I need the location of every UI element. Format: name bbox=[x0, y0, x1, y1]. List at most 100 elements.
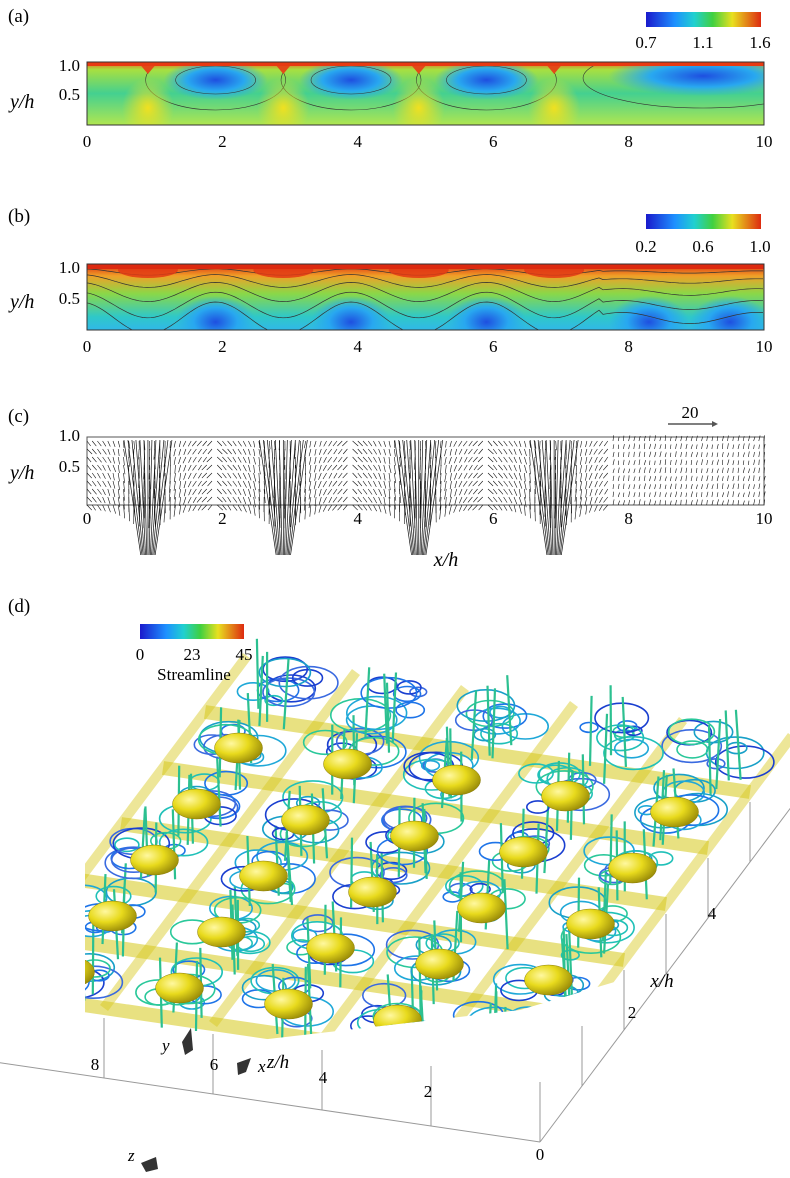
streamline bbox=[706, 757, 726, 770]
isosurface-dome bbox=[239, 860, 288, 892]
jet-vector bbox=[127, 439, 143, 556]
vector-arrow bbox=[503, 464, 508, 471]
panel-d-ztick-0: 0 bbox=[536, 1145, 545, 1164]
vector-arrow bbox=[179, 504, 181, 515]
vector-arrow bbox=[183, 464, 187, 472]
jet-vector bbox=[419, 439, 424, 556]
box-edge bbox=[539, 807, 790, 1143]
panel-d-cbar-tick-0: 0 bbox=[136, 645, 145, 664]
vector-arrow bbox=[664, 435, 666, 442]
panel-d-z-axis-label: z/h bbox=[266, 1052, 289, 1073]
vector-arrow bbox=[232, 448, 237, 455]
vector-arrow bbox=[182, 440, 187, 447]
vector-arrow bbox=[342, 504, 348, 511]
vector-arrow bbox=[685, 435, 688, 442]
vector-arrow bbox=[258, 440, 261, 448]
vector-arrow bbox=[464, 488, 468, 495]
vector-arrow bbox=[289, 472, 291, 489]
vector-arrow bbox=[617, 483, 620, 490]
isosurface-dome bbox=[323, 748, 372, 780]
vector-arrow bbox=[477, 488, 484, 495]
streamline bbox=[724, 710, 730, 781]
vector-arrow bbox=[560, 480, 562, 499]
vector-arrow bbox=[207, 480, 213, 487]
vector-arrow bbox=[153, 480, 155, 499]
vector-arrow bbox=[498, 448, 503, 455]
vector-arrow bbox=[467, 504, 473, 511]
vector-arrow bbox=[649, 460, 651, 466]
vector-arrow bbox=[193, 472, 197, 479]
streamline bbox=[603, 713, 609, 784]
vector-arrow bbox=[711, 436, 714, 442]
vector-arrow bbox=[357, 456, 363, 463]
vector-arrow bbox=[237, 464, 242, 471]
jet-vector bbox=[420, 439, 428, 556]
vector-arrow bbox=[107, 440, 111, 447]
panel-a-cbar-tick-0: 0.7 bbox=[635, 33, 657, 52]
panel-b-xtick-0: 0 bbox=[83, 337, 92, 356]
vector-arrow bbox=[222, 488, 227, 495]
jet-vector bbox=[123, 439, 142, 556]
streamline bbox=[667, 718, 716, 746]
vector-arrow bbox=[628, 444, 630, 450]
vector-arrow bbox=[299, 472, 301, 486]
streamline bbox=[302, 729, 348, 756]
vector-arrow bbox=[753, 444, 755, 450]
vector-arrow bbox=[338, 448, 343, 455]
vector-arrow bbox=[477, 472, 484, 479]
panel-c-ytick-0.5: 0.5 bbox=[59, 457, 80, 476]
vector-arrow bbox=[468, 440, 473, 447]
vector-arrow bbox=[753, 499, 756, 506]
vector-arrow bbox=[453, 504, 457, 513]
vector-arrow bbox=[383, 504, 387, 514]
vector-arrow bbox=[173, 504, 176, 517]
vector-arrow bbox=[589, 504, 593, 513]
vector-arrow bbox=[373, 480, 377, 488]
streamline bbox=[385, 682, 391, 753]
vector-arrow bbox=[680, 443, 682, 450]
vector-arrow bbox=[206, 488, 213, 495]
vector-arrow bbox=[732, 444, 735, 450]
vector-arrow bbox=[454, 448, 457, 455]
triad-y-label: y bbox=[160, 1036, 170, 1055]
vector-arrow bbox=[458, 464, 463, 471]
isosurface-dome bbox=[608, 852, 657, 884]
jet-vector bbox=[274, 439, 282, 556]
isosurface-dome bbox=[373, 1004, 422, 1036]
vector-arrow bbox=[107, 488, 111, 496]
vector-arrow bbox=[458, 504, 463, 512]
isosurface-dome bbox=[306, 932, 355, 964]
vector-arrow bbox=[518, 504, 522, 514]
panel-b: (b) 0.2 0.6 1.0 1.0 0.5 y/h 0 2 4 6 8 10 bbox=[8, 206, 773, 356]
vector-arrow bbox=[173, 480, 176, 491]
vector-arrow bbox=[444, 504, 447, 517]
isosurface-dome bbox=[155, 972, 204, 1004]
vector-arrow bbox=[623, 435, 625, 442]
isosurface-dome bbox=[130, 844, 179, 876]
vector-arrow bbox=[763, 435, 765, 442]
vector-arrow bbox=[216, 456, 223, 463]
vector-arrow bbox=[654, 500, 657, 506]
vector-arrow bbox=[342, 448, 348, 455]
vector-arrow bbox=[675, 476, 677, 482]
vector-arrow bbox=[748, 468, 750, 474]
vector-arrow bbox=[337, 440, 343, 447]
vector-arrow bbox=[722, 435, 724, 442]
vector-arrow bbox=[263, 480, 266, 495]
vector-arrow bbox=[748, 435, 751, 442]
vector-arrow bbox=[696, 476, 698, 482]
streamline bbox=[25, 944, 66, 967]
vector-arrow bbox=[727, 452, 730, 458]
vector-arrow bbox=[659, 499, 661, 506]
vector-arrow bbox=[153, 448, 155, 460]
vector-arrow bbox=[742, 476, 745, 482]
streamline bbox=[594, 702, 650, 734]
panel-a-cbar-tick-1: 1.1 bbox=[692, 33, 713, 52]
vector-arrow bbox=[304, 488, 306, 502]
vector-arrow bbox=[468, 448, 473, 455]
vector-arrow bbox=[737, 467, 739, 474]
vector-arrow bbox=[102, 488, 106, 496]
vector-arrow bbox=[464, 456, 468, 463]
panel-d-label: (d) bbox=[8, 596, 30, 617]
vector-arrow bbox=[763, 467, 765, 474]
